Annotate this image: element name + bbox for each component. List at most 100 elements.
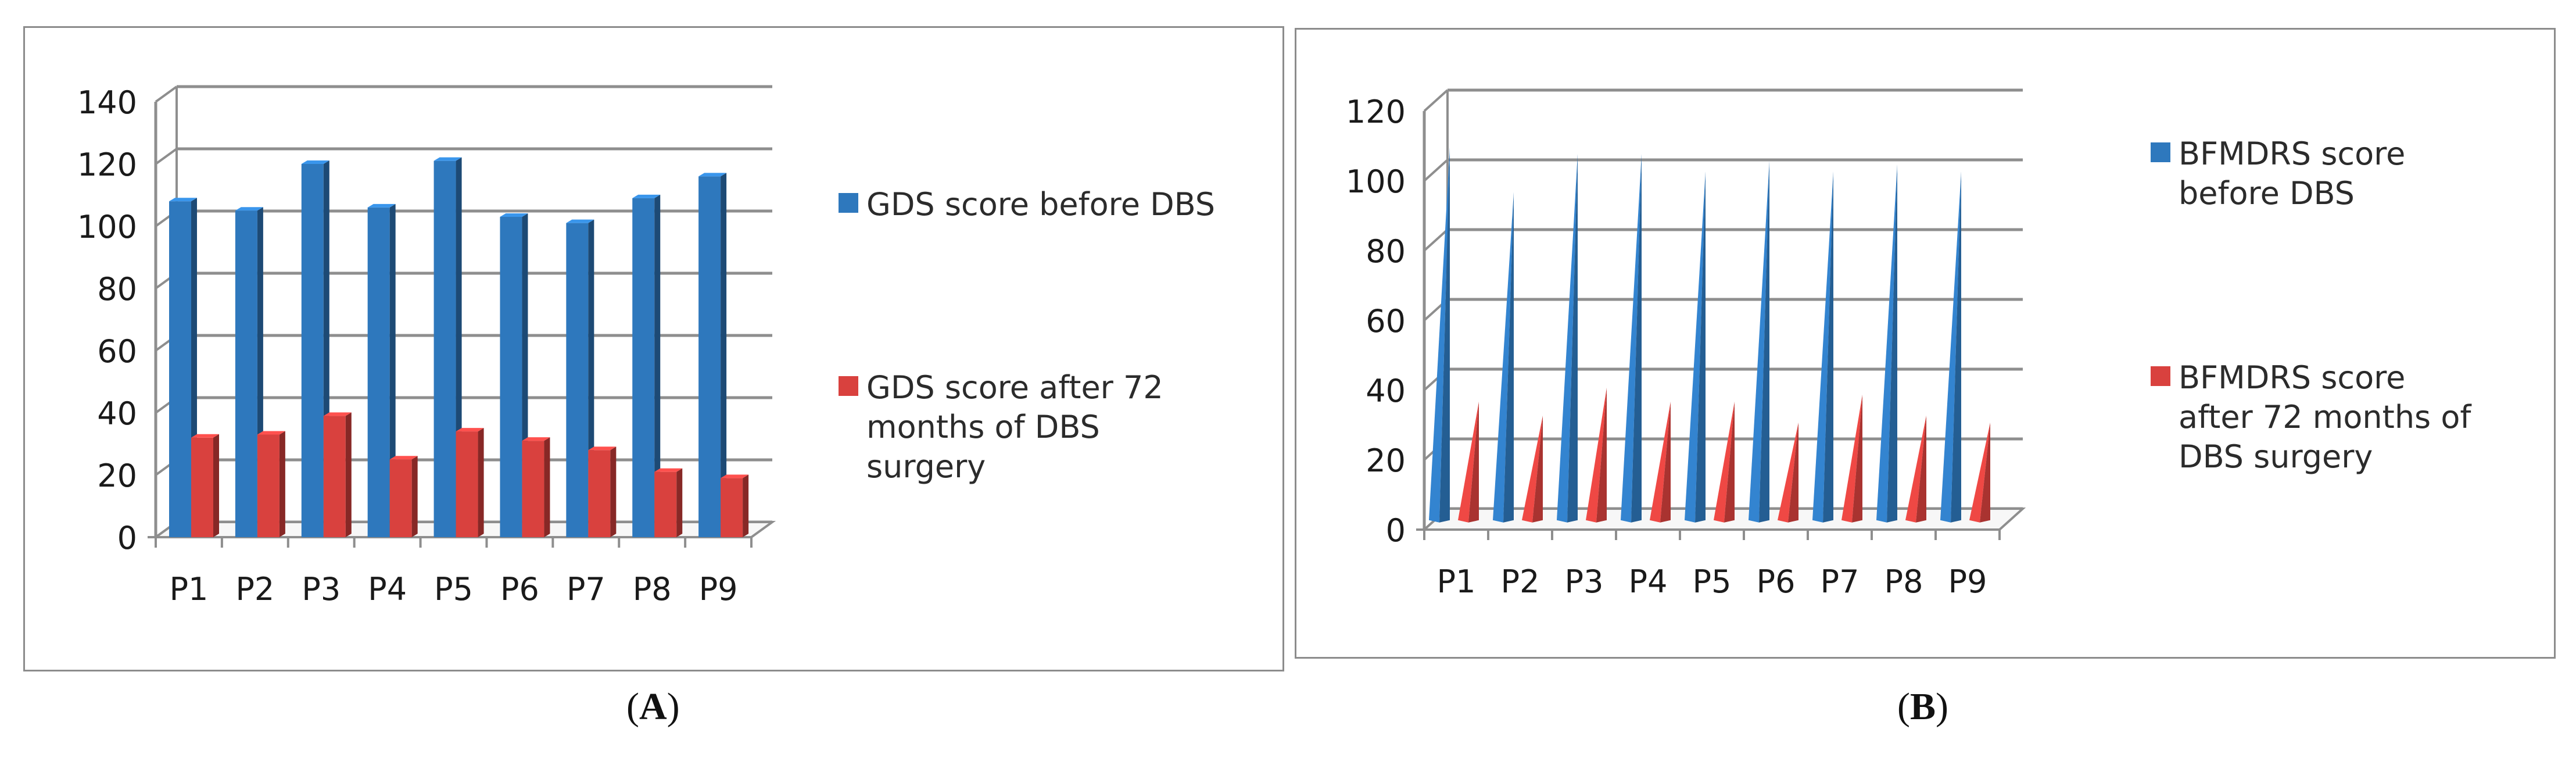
- y-tick-label: 100: [1346, 163, 1406, 200]
- y-tick-label: 0: [117, 520, 137, 556]
- bar-front: [301, 164, 324, 537]
- bar-after: [654, 468, 683, 537]
- bar-face-right: [1724, 401, 1735, 523]
- bar-face-left: [1841, 394, 1862, 523]
- x-tick-label: P2: [235, 571, 274, 608]
- bar-face-right: [1916, 415, 1926, 523]
- bar-top: [257, 431, 285, 435]
- bar-before: [1621, 153, 1642, 523]
- bar-after: [1969, 422, 1990, 523]
- y-tick-label: 40: [97, 395, 137, 432]
- bar-face-left: [1586, 387, 1607, 523]
- bar-top: [389, 456, 418, 460]
- bar-after: [721, 474, 749, 537]
- bar-side: [279, 431, 285, 537]
- bar-face-left: [1812, 171, 1833, 523]
- legend-swatch-after: [2151, 366, 2170, 386]
- bar-top: [721, 474, 749, 478]
- bar-front: [698, 176, 721, 537]
- bar-face-right: [1951, 171, 1961, 523]
- x-tick-label: P8: [1884, 563, 1923, 600]
- y-tick-label: 20: [97, 458, 137, 494]
- bar-top: [235, 207, 263, 211]
- x-tick-label: P5: [1693, 563, 1732, 600]
- chart-panel-b: 0 20 40 60 80 100 120 P1 P2 P3 P4 P5 P6 P7 P8 P9 BFMDRS…: [1295, 28, 2556, 659]
- x-tick-label: P3: [302, 571, 341, 608]
- bar-face-right: [1567, 153, 1578, 523]
- y-tick-label: 80: [97, 271, 137, 308]
- bar-before: [1749, 160, 1769, 523]
- legend-label-after: GDS score after 72 months of DBS surgery: [866, 369, 1163, 485]
- y-tick-label: 0: [1386, 512, 1406, 549]
- bar-before: [1557, 153, 1578, 523]
- bar-after: [1458, 401, 1479, 523]
- bar-top: [169, 198, 197, 202]
- bar-after: [456, 428, 484, 537]
- bar-side: [721, 173, 727, 537]
- bar-face-left: [1778, 422, 1798, 523]
- bar-side: [654, 194, 661, 538]
- bar-front: [191, 437, 213, 537]
- bar-front: [235, 210, 257, 537]
- bar-side: [610, 446, 617, 537]
- legend-item-after: GDS score after 72 months of DBS surgery: [839, 368, 1216, 487]
- x-tick-label: P3: [1565, 563, 1604, 600]
- bar-before: [1493, 192, 1514, 523]
- bar-top: [698, 173, 727, 177]
- bar-front: [654, 471, 677, 537]
- bar-face-left: [1522, 415, 1543, 523]
- bar-face-right: [1852, 394, 1862, 523]
- gridline-side: [1423, 89, 1449, 112]
- bar-side: [743, 474, 749, 537]
- bar-face-right: [1503, 192, 1514, 523]
- bar-side: [676, 468, 683, 537]
- bar-after: [1778, 422, 1798, 523]
- chart-panel-a: 0 20 40 60 80 100 120 140 P1 P2 P3 P4 P5 P6 P7 P8 P9 GDS…: [23, 26, 1284, 671]
- bar-face-left: [1493, 192, 1514, 523]
- x-tick-label: P9: [699, 571, 738, 608]
- legend-item-before: BFMDRS score before DBS: [2151, 134, 2511, 213]
- bar-after: [522, 437, 550, 537]
- bar-top: [500, 213, 528, 217]
- gridlines: [1423, 88, 2023, 531]
- bar-face-right: [1695, 171, 1706, 523]
- bar-face-right: [1788, 422, 1798, 523]
- x-tick-label: P6: [1757, 563, 1796, 600]
- x-tick-label: P9: [1948, 563, 1987, 600]
- x-tick-label: P7: [567, 571, 606, 608]
- bar-front: [323, 416, 346, 537]
- bar-face-left: [1429, 147, 1450, 523]
- bar-front: [367, 207, 390, 537]
- y-tick-label: 120: [1346, 94, 1406, 130]
- legend-swatch-after: [839, 376, 858, 396]
- bar-front: [588, 450, 611, 537]
- bar-after: [1650, 401, 1671, 523]
- bar-face-left: [1940, 171, 1961, 523]
- bar-face-left: [1876, 164, 1897, 523]
- chart-a-plot: 0 20 40 60 80 100 120 140 P1 P2 P3 P4 P5 P6 P7 P8 P9: [77, 84, 776, 608]
- legend-item-before: GDS score before DBS: [839, 185, 1216, 224]
- bar-before: [1685, 171, 1706, 523]
- gridline-side: [1423, 159, 1449, 182]
- gridline-side: [1423, 228, 1449, 252]
- bar-side: [389, 203, 396, 537]
- x-tick-label: P2: [1501, 563, 1540, 600]
- bar-before: [1940, 171, 1961, 523]
- bar-front: [433, 160, 456, 537]
- x-tick-label: P4: [1629, 563, 1668, 600]
- y-tick-label: 60: [97, 333, 137, 370]
- bar-after: [1586, 387, 1607, 523]
- bar-before: [698, 173, 727, 537]
- bar-face-right: [1532, 415, 1543, 523]
- bar-top: [566, 219, 594, 223]
- bar-after: [1905, 415, 1926, 523]
- bar-front: [257, 434, 280, 537]
- y-tick-label: 20: [1366, 442, 1406, 479]
- x-tick-label: P4: [368, 571, 407, 608]
- legend-label-after: BFMDRS score after 72 months of DBS surg…: [2179, 359, 2471, 475]
- bar-after: [1841, 394, 1862, 523]
- y-tick-label: 40: [1366, 373, 1406, 409]
- x-tick-label: P8: [633, 571, 672, 608]
- y-tick-label: 100: [77, 209, 137, 245]
- y-tick-label: 60: [1366, 303, 1406, 340]
